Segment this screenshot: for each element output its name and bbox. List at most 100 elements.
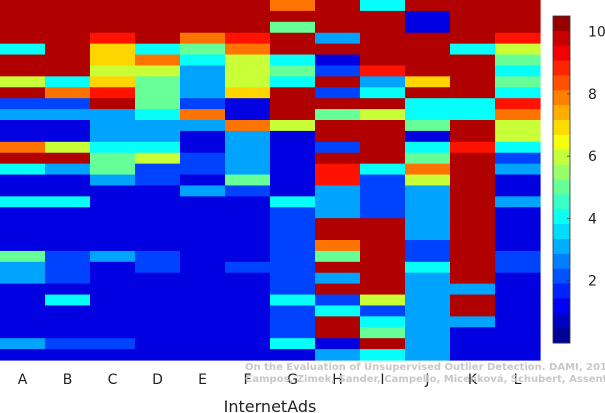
colorbar-tick-label: 6 bbox=[588, 149, 597, 165]
colorbar-bin bbox=[553, 298, 570, 314]
heatmap-cell bbox=[225, 316, 271, 328]
colorbar bbox=[552, 15, 571, 344]
heatmap-cell bbox=[135, 0, 181, 12]
heatmap-cell bbox=[450, 240, 496, 252]
heatmap-cell bbox=[180, 130, 226, 143]
heatmap-cell bbox=[135, 87, 181, 99]
heatmap-cell bbox=[405, 21, 451, 34]
heatmap-cells bbox=[0, 0, 541, 361]
colorbar-tick-label: 4 bbox=[588, 211, 597, 227]
colorbar-bin bbox=[553, 16, 570, 32]
heatmap-cell bbox=[225, 327, 271, 339]
heatmap-cell bbox=[90, 152, 136, 165]
heatmap-cell bbox=[0, 10, 46, 23]
heatmap-cell bbox=[180, 43, 226, 56]
heatmap-cell bbox=[180, 163, 226, 176]
heatmap-cell bbox=[270, 283, 316, 296]
heatmap-cell bbox=[0, 218, 46, 230]
heatmap-cell bbox=[450, 152, 496, 165]
heatmap-cell bbox=[360, 21, 406, 34]
heatmap-cell bbox=[225, 109, 271, 121]
x-tick-label: L bbox=[514, 372, 522, 388]
heatmap-cell bbox=[360, 152, 406, 165]
heatmap-cell bbox=[360, 207, 406, 219]
heatmap-cell bbox=[90, 294, 136, 307]
heatmap-cell bbox=[135, 130, 181, 143]
heatmap-cell bbox=[135, 316, 181, 328]
heatmap-cell bbox=[495, 10, 541, 23]
heatmap-cell bbox=[135, 196, 181, 208]
heatmap-cell bbox=[90, 272, 136, 285]
heatmap-cell bbox=[315, 152, 361, 165]
heatmap-cell bbox=[270, 130, 316, 143]
heatmap-cell bbox=[45, 43, 91, 56]
heatmap-cell bbox=[450, 10, 496, 23]
heatmap-cell bbox=[225, 76, 271, 88]
heatmap-cell bbox=[90, 43, 136, 56]
heatmap-cell bbox=[225, 152, 271, 165]
heatmap-cell bbox=[90, 141, 136, 154]
heatmap-cell bbox=[0, 109, 46, 121]
heatmap-cell bbox=[0, 120, 46, 132]
heatmap-cell bbox=[405, 76, 451, 88]
heatmap-cell bbox=[270, 349, 316, 361]
heatmap-cell bbox=[405, 218, 451, 230]
heatmap-cell bbox=[180, 10, 226, 23]
heatmap-cell bbox=[360, 130, 406, 143]
heatmap-cell bbox=[0, 21, 46, 34]
heatmap-cell bbox=[450, 305, 496, 317]
heatmap-cell bbox=[90, 250, 136, 263]
heatmap-cell bbox=[45, 98, 91, 110]
heatmap-cell bbox=[180, 229, 226, 241]
heatmap-cell bbox=[450, 163, 496, 176]
heatmap-cell bbox=[315, 250, 361, 263]
heatmap-cell bbox=[225, 163, 271, 176]
colorbar-tick-label: 2 bbox=[588, 274, 597, 290]
heatmap-cell bbox=[315, 283, 361, 296]
colorbar-bin bbox=[553, 179, 570, 195]
heatmap-cell bbox=[360, 294, 406, 307]
heatmap-cell bbox=[360, 250, 406, 263]
heatmap-cell bbox=[45, 196, 91, 208]
heatmap-cell bbox=[45, 261, 91, 274]
heatmap-cell bbox=[405, 261, 451, 274]
heatmap-cell bbox=[495, 305, 541, 317]
heatmap-cell bbox=[135, 21, 181, 34]
heatmap-cell bbox=[270, 316, 316, 328]
heatmap-cell bbox=[405, 240, 451, 252]
heatmap-cell bbox=[495, 294, 541, 307]
heatmap-cell bbox=[45, 283, 91, 296]
heatmap-cell bbox=[405, 229, 451, 241]
colorbar-bin bbox=[553, 194, 570, 210]
colorbar-bin bbox=[553, 283, 570, 299]
x-tick-label: I bbox=[380, 372, 384, 388]
heatmap-cell bbox=[495, 207, 541, 219]
heatmap-cell bbox=[0, 163, 46, 176]
heatmap-cell bbox=[270, 54, 316, 67]
heatmap-cell bbox=[360, 261, 406, 274]
heatmap-cell bbox=[360, 98, 406, 110]
credit-line-2: Campos, Zimek, Sander, Campello, Micenko… bbox=[245, 373, 605, 385]
heatmap-cell bbox=[360, 349, 406, 361]
heatmap-cell bbox=[135, 163, 181, 176]
heatmap-cell bbox=[225, 87, 271, 99]
heatmap-cell bbox=[45, 141, 91, 154]
heatmap-cell bbox=[225, 185, 271, 197]
x-tick-label: C bbox=[108, 372, 118, 388]
heatmap-cell bbox=[315, 98, 361, 110]
heatmap-cell bbox=[180, 76, 226, 88]
heatmap-cell bbox=[180, 32, 226, 45]
heatmap-cell bbox=[450, 283, 496, 296]
heatmap-cell bbox=[405, 65, 451, 77]
heatmap-cell bbox=[90, 10, 136, 23]
heatmap-cell bbox=[450, 65, 496, 77]
heatmap-cell bbox=[180, 338, 226, 350]
heatmap-cell bbox=[90, 229, 136, 241]
colorbar-bin bbox=[553, 90, 570, 106]
heatmap-cell bbox=[495, 327, 541, 339]
heatmap-cell bbox=[315, 272, 361, 285]
heatmap-cell bbox=[495, 87, 541, 99]
heatmap-cell bbox=[45, 185, 91, 197]
heatmap-cell bbox=[315, 130, 361, 143]
heatmap-cell bbox=[0, 76, 46, 88]
